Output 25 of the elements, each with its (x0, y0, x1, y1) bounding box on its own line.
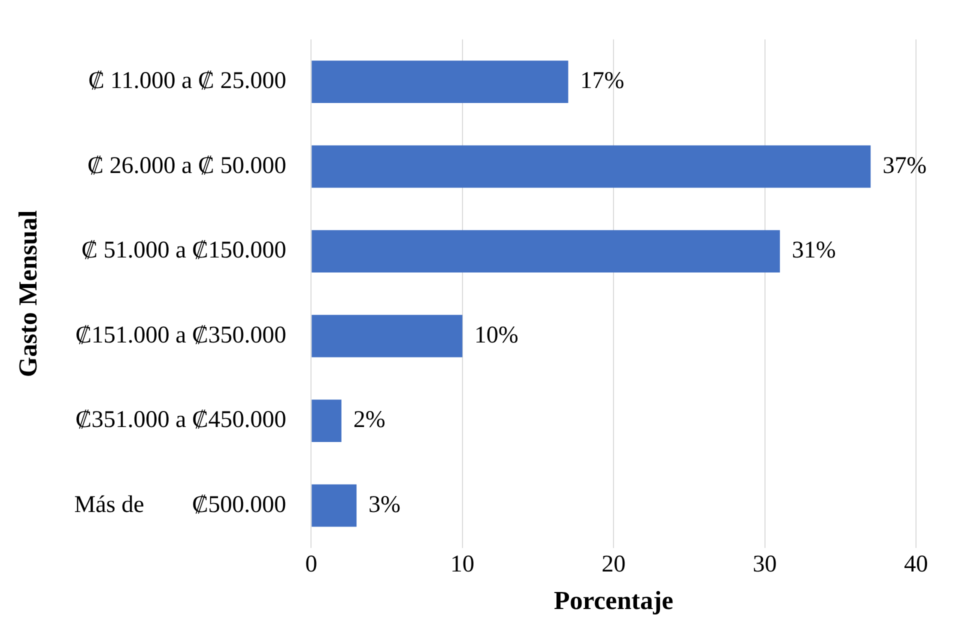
x-tick-label: 40 (904, 552, 928, 578)
x-tick-label: 0 (305, 552, 318, 578)
bar (312, 314, 462, 358)
bar (312, 60, 568, 103)
y-tick-label: ₡351.000 a ₡450.000 (76, 407, 286, 434)
data-label: 31% (792, 238, 836, 264)
data-label: 3% (368, 492, 401, 518)
data-label: 10% (474, 322, 518, 348)
y-tick-label: Más de ₡500.000 (74, 492, 286, 518)
x-axis-title: Porcentaje (554, 586, 674, 616)
y-tick-label: ₡ 51.000 a ₡150.000 (82, 238, 286, 264)
x-tick-label: 10 (450, 552, 474, 578)
y-axis-title: Gasto Mensual (13, 210, 42, 378)
x-tick-label: 20 (602, 552, 626, 578)
y-tick-label: ₡151.000 a ₡350.000 (76, 322, 286, 348)
y-tick-label: ₡ 26.000 a ₡ 50.000 (88, 152, 286, 179)
x-tick-label: 30 (752, 552, 777, 578)
data-label: 2% (353, 407, 386, 434)
bar (312, 230, 780, 273)
bar (312, 484, 357, 527)
data-label: 37% (882, 152, 927, 179)
bar (312, 400, 342, 442)
bar (312, 145, 871, 188)
y-tick-label: ₡ 11.000 a ₡ 25.000 (88, 68, 286, 94)
data-label: 17% (580, 68, 624, 94)
